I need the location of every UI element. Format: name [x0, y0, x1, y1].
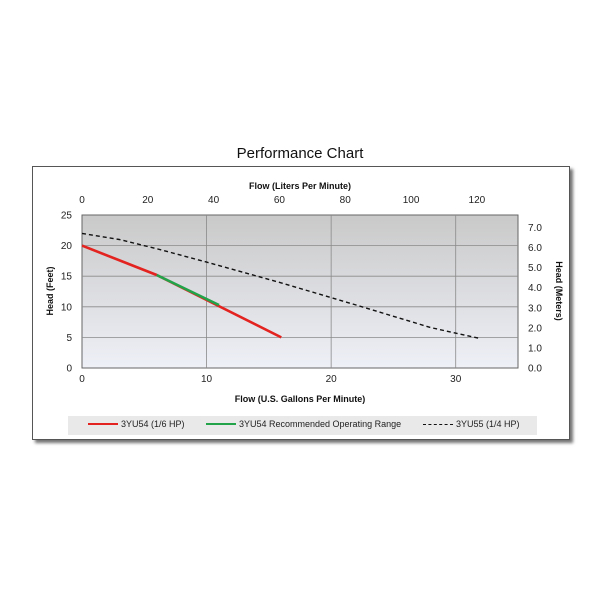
legend-item-3yu55: 3YU55 (1/4 HP): [423, 419, 520, 429]
x2-tick-label: 60: [274, 195, 286, 206]
x2-tick-label: 120: [469, 195, 486, 206]
x-tick-label: 0: [79, 374, 85, 385]
y-tick-label: 25: [61, 211, 73, 222]
x2-tick-label: 100: [403, 195, 420, 206]
tick-labels: 0 10 20 30 0 20 40 60 80 100 120 0 5 10 15 20 25 0.0 1.0 2.…: [61, 195, 542, 385]
series-group: [81, 232, 481, 340]
y2-tick-label: 3.0: [528, 303, 542, 314]
chart-title: Performance Chart: [236, 145, 364, 162]
legend-label: 3YU54 (1/6 HP): [121, 419, 185, 429]
y-tick-label: 20: [61, 241, 73, 252]
x2-tick-label: 0: [79, 195, 85, 206]
y2-axis-label: Head (Meters): [554, 261, 564, 321]
legend-label: 3YU55 (1/4 HP): [456, 419, 520, 429]
x2-tick-label: 40: [208, 195, 220, 206]
x2-tick-label: 80: [340, 195, 352, 206]
y-tick-label: 10: [61, 302, 73, 313]
x-axis-label: Flow (U.S. Gallons Per Minute): [235, 394, 366, 404]
y-tick-label: 15: [61, 272, 73, 283]
y2-tick-label: 7.0: [528, 223, 542, 234]
legend-label: 3YU54 Recommended Operating Range: [239, 419, 402, 429]
legend-swatch-red: [88, 423, 118, 425]
y2-tick-label: 2.0: [528, 323, 542, 334]
y-tick-label: 0: [66, 364, 72, 375]
y2-tick-label: 6.0: [528, 243, 542, 254]
legend-item-3yu54: 3YU54 (1/6 HP): [88, 419, 185, 429]
x-tick-label: 10: [201, 374, 213, 385]
legend-swatch-green: [206, 423, 236, 425]
y2-tick-label: 5.0: [528, 263, 542, 274]
y2-tick-label: 4.0: [528, 283, 542, 294]
x2-tick-label: 20: [142, 195, 154, 206]
y-axis-label: Head (Feet): [45, 266, 55, 315]
series-line-2: [81, 232, 481, 340]
series-line-1: [156, 273, 220, 307]
y2-tick-label: 0.0: [528, 364, 542, 375]
legend: 3YU54 (1/6 HP) 3YU54 Recommended Operati…: [68, 416, 537, 435]
grid-lines: [82, 215, 518, 368]
x2-axis-label: Flow (Liters Per Minute): [249, 181, 351, 191]
plot-area: [81, 214, 519, 369]
y-tick-label: 5: [66, 333, 72, 344]
x-tick-label: 20: [326, 374, 338, 385]
legend-item-operating-range: 3YU54 Recommended Operating Range: [206, 419, 401, 429]
y2-tick-label: 1.0: [528, 343, 542, 354]
legend-swatch-dashed: [423, 423, 453, 425]
x-tick-label: 30: [450, 374, 462, 385]
